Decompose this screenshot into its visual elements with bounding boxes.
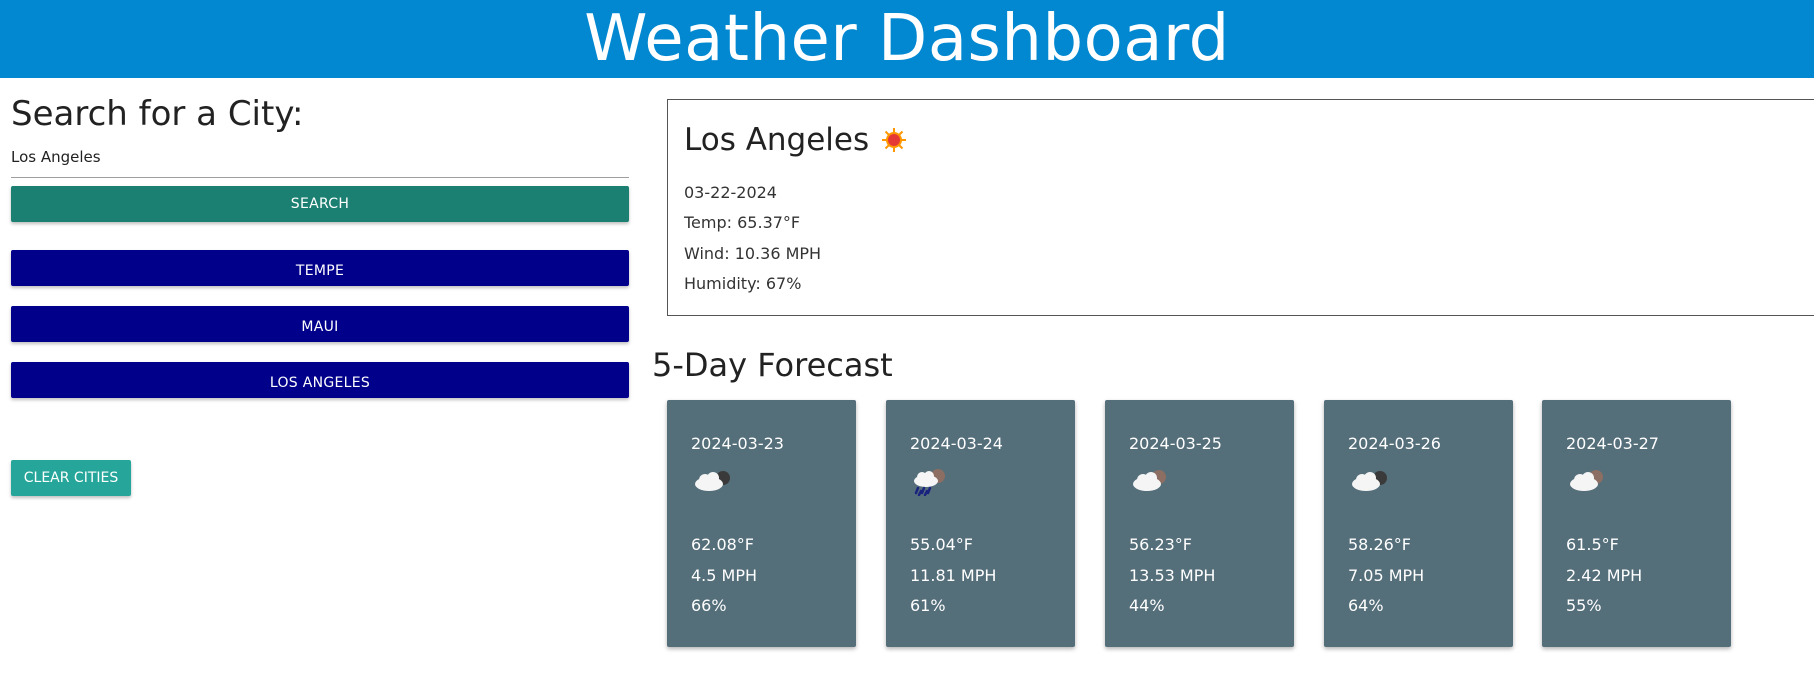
- search-heading: Search for a City:: [11, 94, 304, 134]
- forecast-date: 2024-03-25: [1129, 434, 1222, 453]
- current-city-name: Los Angeles: [684, 122, 870, 158]
- current-humidity: Humidity: 67%: [684, 274, 802, 293]
- broken-clouds-icon: [1133, 470, 1166, 491]
- current-city-title: Los Angeles: [684, 122, 907, 158]
- forecast-wind: 4.5 MPH: [691, 566, 758, 585]
- forecast-card: 2024-03-25 56.23°F 13.53 MPH 44%: [1105, 400, 1294, 647]
- city-search-input[interactable]: [11, 144, 629, 178]
- history-city-button[interactable]: Tempe: [11, 250, 629, 286]
- clear-cities-button[interactable]: Clear Cities: [11, 460, 131, 496]
- forecast-humidity: 64%: [1348, 596, 1384, 615]
- forecast-wind: 7.05 MPH: [1348, 566, 1425, 585]
- forecast-wind: 13.53 MPH: [1129, 566, 1216, 585]
- night-cloud-icon: [695, 471, 730, 491]
- forecast-card: 2024-03-26 58.26°F 7.05 MPH 64%: [1324, 400, 1513, 647]
- forecast-wind: 11.81 MPH: [910, 566, 997, 585]
- forecast-date: 2024-03-23: [691, 434, 784, 453]
- forecast-date: 2024-03-27: [1566, 434, 1659, 453]
- current-wind: Wind: 10.36 MPH: [684, 244, 822, 263]
- forecast-humidity: 61%: [910, 596, 946, 615]
- history-city-button[interactable]: Los Angeles: [11, 362, 629, 398]
- current-temp: Temp: 65.37°F: [684, 213, 801, 232]
- forecast-card: 2024-03-24 55.04°F 11.81 MPH 61%: [886, 400, 1075, 647]
- forecast-card: 2024-03-23 62.08°F 4.5 MPH 66%: [667, 400, 856, 647]
- forecast-humidity: 66%: [691, 596, 727, 615]
- forecast-date: 2024-03-24: [910, 434, 1003, 453]
- forecast-humidity: 44%: [1129, 596, 1165, 615]
- sun-icon: [881, 127, 907, 153]
- forecast-humidity: 55%: [1566, 596, 1602, 615]
- forecast-wind: 2.42 MPH: [1566, 566, 1643, 585]
- forecast-card: 2024-03-27 61.5°F 2.42 MPH 55%: [1542, 400, 1731, 647]
- forecast-heading: 5-Day Forecast: [652, 346, 893, 384]
- current-weather-panel: Los Angeles 03-22-2024 Temp: 65.37°F Win…: [667, 99, 1814, 316]
- forecast-temp: 61.5°F: [1566, 535, 1619, 554]
- forecast-temp: 58.26°F: [1348, 535, 1412, 554]
- page-title: Weather Dashboard: [584, 2, 1230, 76]
- rain-cloud-icon: [914, 469, 945, 496]
- current-date: 03-22-2024: [684, 183, 777, 202]
- broken-clouds-icon: [1570, 470, 1603, 491]
- forecast-temp: 56.23°F: [1129, 535, 1193, 554]
- search-button[interactable]: Search: [11, 186, 629, 222]
- forecast-date: 2024-03-26: [1348, 434, 1441, 453]
- forecast-temp: 55.04°F: [910, 535, 974, 554]
- app-header: Weather Dashboard: [0, 0, 1814, 78]
- night-cloud-icon: [1352, 471, 1387, 491]
- forecast-temp: 62.08°F: [691, 535, 755, 554]
- history-city-button[interactable]: Maui: [11, 306, 629, 342]
